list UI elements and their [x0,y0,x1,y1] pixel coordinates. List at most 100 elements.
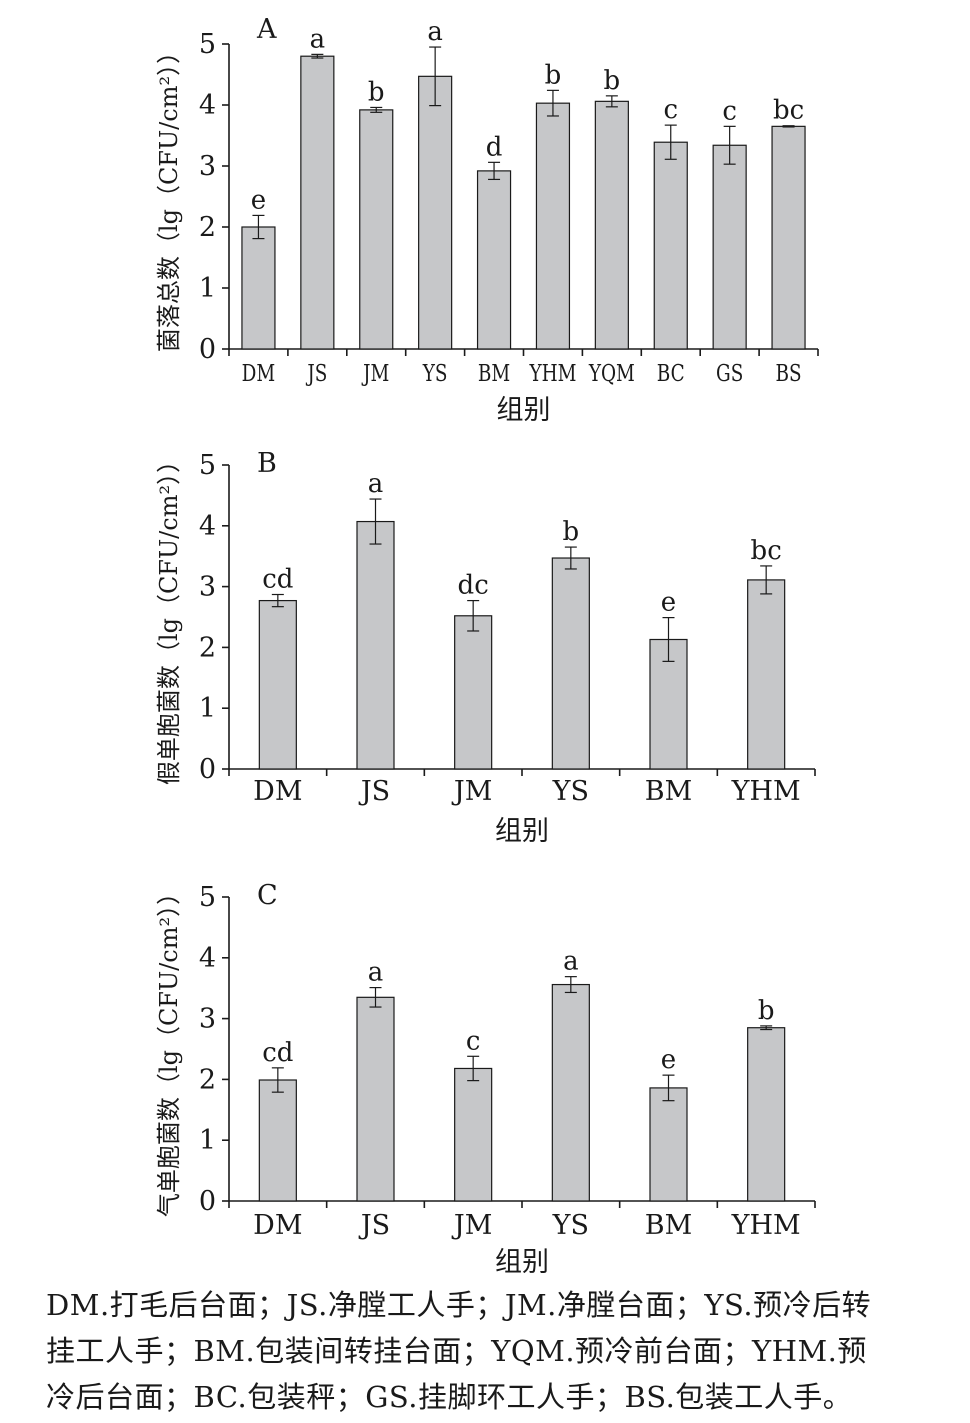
significance-letter: a [563,947,579,977]
panel-label: A [256,14,277,45]
significance-letter: b [368,77,385,107]
bar-jm [454,1067,493,1202]
significance-letter: e [661,588,676,618]
bar-jm [359,109,394,350]
y-tick-label: 0 [199,1186,216,1217]
figure-panels: 012345eDMaJSbJMaYSdBMbYHMbYQMcBCcGSbcBSA… [155,14,819,1278]
significance-letter: d [486,132,503,162]
bar-bm [649,1087,688,1202]
bar-ys [418,75,453,350]
caption-line-2: 挂工人手；BM.包装间转挂台面；YQM.预冷前台面；YHM.预 [46,1334,867,1368]
y-axis-title: 假单胞菌数（lg（CFU/cm²）） [155,449,183,785]
bar-ys [551,983,590,1202]
y-axis-title: 气单胞菌数（lg（CFU/cm²）） [155,881,183,1217]
x-tick-label: JS [358,1210,390,1241]
x-tick-label: BM [645,1210,693,1241]
y-tick-label: 5 [199,450,216,481]
y-tick-label: 2 [199,1064,216,1095]
significance-letter: dc [458,571,489,601]
x-tick-label: JM [451,1210,492,1241]
significance-letter: a [368,958,384,988]
x-tick-label: DM [242,360,276,387]
bar-js [356,520,395,770]
bar-bs [771,125,806,350]
significance-letter: b [545,60,562,90]
significance-letter: b [758,996,775,1026]
bar-yhm [747,1027,786,1202]
x-tick-label: YHM [731,1210,801,1241]
bar-bc [653,141,688,350]
panel-label: B [257,448,277,479]
bar-yqm [594,100,629,350]
x-tick-label: YQM [588,360,635,387]
significance-letter: a [310,24,326,54]
significance-letter: b [563,517,580,547]
significance-letter: c [663,95,678,125]
x-tick-label: JS [358,776,390,807]
significance-letter: e [251,185,266,215]
x-tick-label: BM [645,776,693,807]
y-tick-label: 4 [199,90,216,121]
y-tick-label: 1 [199,1125,216,1156]
y-tick-label: 3 [199,151,216,182]
y-tick-label: 3 [199,572,216,603]
bar-gs [712,144,747,350]
caption-line-1: DM.打毛后台面；JS.净膛工人手；JM.净膛台面；YS.预冷后转 [46,1288,872,1322]
bar-bm [476,170,512,350]
figure-caption: DM.打毛后台面；JS.净膛工人手；JM.净膛台面；YS.预冷后转 挂工人手；B… [46,1282,926,1420]
x-axis-title: 组别 [497,395,551,426]
significance-letter: bc [773,96,804,126]
x-tick-label: BM [478,360,510,387]
y-tick-label: 2 [199,212,216,243]
x-tick-label: GS [716,360,743,387]
x-tick-label: JM [361,360,389,387]
chart-panel-c: 0 1 2 3 4 5 cd DM a JS c JM a YS e BM b YHM C 组别 气单胞菌数（lg（CF… [155,880,816,1278]
x-tick-label: JS [306,360,328,387]
x-tick-label: YS [422,360,448,387]
y-tick-label: 5 [199,882,216,913]
significance-letter: a [427,17,443,47]
x-tick-label: JM [451,776,492,807]
x-tick-label: YS [552,1210,589,1241]
bar-js [356,996,395,1202]
significance-letter: c [722,96,737,126]
x-tick-label: BS [775,360,801,387]
x-tick-label: YS [552,776,589,807]
bar-yhm [535,102,571,350]
significance-letter: c [466,1026,481,1056]
chart-panel-b: 0 1 2 3 4 5 cd DM a JS dc JM b YS e BM bc YHM B 组别 假单胞菌数（lg（… [155,448,816,847]
x-tick-label: YHM [731,776,801,807]
bar-ys [551,557,590,770]
y-tick-label: 3 [199,1004,216,1035]
x-axis-title: 组别 [495,816,549,847]
x-tick-label: DM [253,776,302,807]
y-axis-title: 菌落总数（lg（CFU/cm²）） [155,40,183,352]
panel-label: C [257,880,278,911]
chart-panel-a: 0 1 2 3 4 5 e DM a JS b JM a YS d BM b YHM b YQM c BC c GS bc BS A… [155,14,819,426]
bar-yhm [747,579,786,770]
significance-letter: cd [262,565,293,595]
y-tick-label: 0 [199,334,216,365]
significance-letter: e [661,1045,676,1075]
bar-jm [454,615,493,770]
x-tick-label: BC [657,360,685,387]
y-tick-label: 2 [199,632,216,663]
x-tick-label: YHM [529,360,577,387]
bar-dm [258,1079,297,1202]
significance-letter: a [368,469,384,499]
bar-js [300,55,335,350]
y-tick-label: 4 [199,511,216,542]
bar-dm [258,599,297,770]
caption-line-3: 冷后台面；BC.包装秤；GS.挂脚环工人手；BS.包装工人手。 [46,1380,853,1414]
y-tick-label: 0 [199,754,216,785]
significance-letter: cd [262,1038,293,1068]
x-axis-title: 组别 [495,1247,549,1278]
y-tick-label: 5 [199,29,216,60]
significance-letter: b [604,66,621,96]
significance-letter: bc [751,536,782,566]
y-tick-label: 1 [199,693,216,724]
bar-dm [241,226,276,350]
y-tick-label: 4 [199,943,216,974]
y-tick-label: 1 [199,273,216,304]
x-tick-label: DM [253,1210,302,1241]
